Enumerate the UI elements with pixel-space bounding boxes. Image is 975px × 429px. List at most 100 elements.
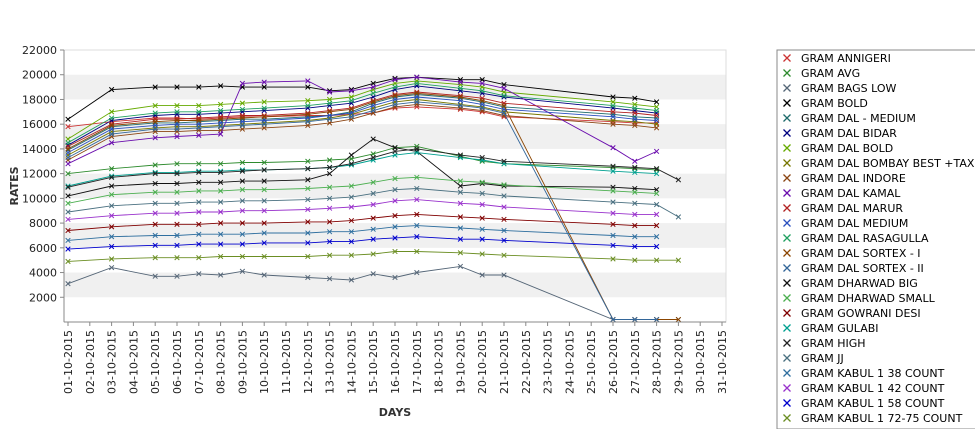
- data-point: [196, 209, 202, 215]
- series-14: [65, 99, 660, 323]
- series-line: [67, 85, 657, 146]
- series-line: [67, 91, 657, 147]
- data-point: [457, 189, 464, 195]
- data-point: [610, 221, 616, 227]
- data-point: [392, 224, 398, 230]
- x-axis-title: DAYS: [379, 406, 412, 419]
- data-point: [653, 257, 660, 263]
- data-point: [370, 107, 376, 114]
- data-point: [217, 169, 224, 176]
- data-point: [217, 107, 224, 114]
- legend-marker: [783, 84, 791, 92]
- data-point: [457, 214, 464, 220]
- legend-item: GRAM KABUL 1 72-75 COUNT: [783, 412, 963, 425]
- legend-label: GRAM BOLD: [801, 97, 868, 110]
- data-point: [348, 194, 355, 200]
- data-point: [108, 122, 115, 129]
- data-point: [174, 232, 180, 239]
- data-point: [370, 136, 376, 142]
- data-point: [632, 316, 638, 323]
- data-point: [65, 193, 71, 199]
- series-16: [65, 174, 660, 206]
- data-point: [653, 112, 660, 119]
- legend-label: GRAM JJ: [801, 352, 844, 365]
- data-point: [174, 242, 180, 248]
- data-point: [414, 196, 420, 203]
- y-axis-title: RATES: [8, 166, 21, 205]
- data-point: [414, 248, 420, 255]
- legend-marker: [783, 114, 791, 122]
- data-point: [348, 161, 355, 167]
- data-point: [261, 230, 267, 236]
- data-point: [632, 110, 638, 116]
- data-point: [305, 206, 311, 213]
- legend-item: GRAM KABUL 1 58 COUNT: [783, 397, 945, 410]
- data-point: [65, 281, 71, 287]
- x-tick-label: 31-10-2015: [716, 330, 729, 394]
- data-point: [108, 264, 115, 271]
- data-point: [392, 248, 398, 255]
- data-point: [108, 115, 115, 121]
- data-point: [108, 203, 115, 209]
- data-point: [392, 235, 398, 241]
- legend-label: GRAM DAL RASAGULLA: [801, 232, 929, 245]
- data-point: [632, 116, 638, 122]
- data-point: [610, 210, 616, 216]
- data-point: [174, 117, 180, 124]
- series-22: [65, 196, 660, 223]
- data-point: [239, 198, 246, 204]
- data-point: [392, 77, 398, 83]
- data-point: [65, 161, 71, 167]
- data-point: [261, 84, 267, 90]
- legend-marker: [783, 294, 791, 302]
- legend-item: GRAM KABUL 1 42 COUNT: [783, 382, 945, 395]
- x-tick-label: 16-10-2015: [389, 330, 402, 394]
- data-point: [152, 200, 158, 206]
- data-point: [217, 188, 224, 194]
- data-point: [501, 216, 507, 223]
- series-line: [67, 106, 657, 128]
- data-point: [65, 237, 71, 244]
- data-point: [501, 204, 507, 210]
- legend-label: GRAM KABUL 1 72-75 COUNT: [801, 412, 963, 425]
- series-20: [65, 185, 682, 220]
- data-point: [632, 122, 638, 129]
- x-tick-label: 17-10-2015: [411, 330, 424, 394]
- data-point: [174, 109, 180, 115]
- data-point: [392, 101, 398, 108]
- data-point: [610, 188, 616, 194]
- data-point: [239, 122, 246, 129]
- legend-item: GRAM DAL BIDAR: [783, 127, 897, 140]
- legend-label: GRAM KABUL 1 58 COUNT: [801, 397, 945, 410]
- data-point: [632, 158, 638, 164]
- grid-bands: [63, 49, 727, 323]
- data-point: [632, 257, 638, 263]
- data-point: [632, 169, 638, 176]
- series-8: [65, 101, 660, 163]
- data-point: [392, 198, 398, 204]
- data-point: [326, 219, 333, 225]
- data-point: [217, 231, 224, 237]
- data-point: [392, 93, 398, 99]
- y-tick-label: 12000: [22, 168, 57, 181]
- x-tick-label: 24-10-2015: [563, 330, 576, 394]
- data-point: [217, 83, 224, 89]
- data-point: [653, 201, 660, 208]
- data-point: [239, 231, 246, 237]
- data-point: [501, 182, 507, 188]
- legend-label: GRAM BAGS LOW: [801, 82, 897, 95]
- legend-marker: [783, 219, 791, 227]
- data-point: [326, 205, 333, 211]
- data-point: [196, 221, 202, 227]
- data-point: [457, 85, 464, 91]
- legend-marker: [783, 69, 791, 77]
- x-tick-label: 11-10-2015: [280, 330, 293, 394]
- legend-item: GRAM AVG: [783, 67, 860, 80]
- legend-item: GRAM DAL MEDIUM: [783, 217, 908, 230]
- data-point: [501, 102, 507, 109]
- data-point: [217, 272, 224, 278]
- data-point: [675, 316, 682, 323]
- data-point: [152, 119, 158, 125]
- data-point: [261, 105, 267, 111]
- data-point: [348, 217, 355, 224]
